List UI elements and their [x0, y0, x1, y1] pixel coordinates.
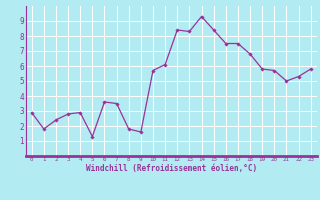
- X-axis label: Windchill (Refroidissement éolien,°C): Windchill (Refroidissement éolien,°C): [86, 164, 257, 173]
